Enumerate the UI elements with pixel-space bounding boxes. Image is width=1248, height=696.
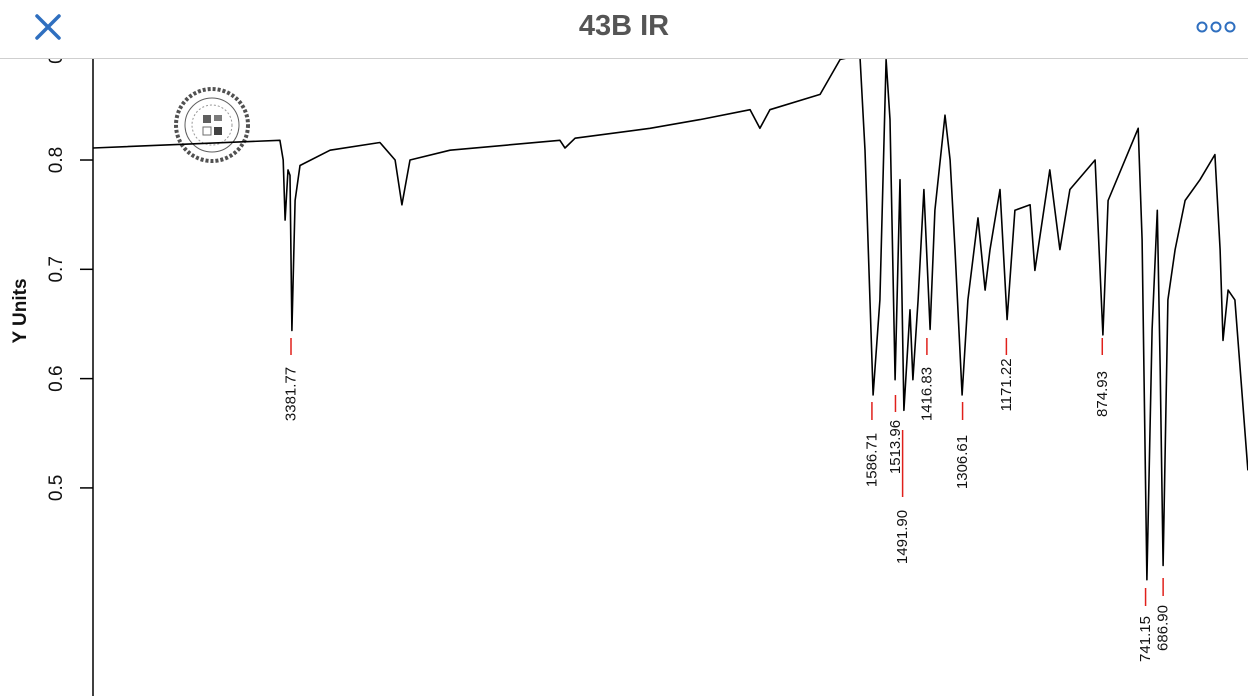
y-tick-label: 0.7 bbox=[46, 256, 67, 282]
peak-label: 1491.90 bbox=[894, 510, 911, 564]
y-tick-label: 0.5 bbox=[46, 475, 67, 501]
peak-label: 1171.22 bbox=[998, 358, 1015, 411]
peak-label: 1513.96 bbox=[887, 420, 904, 474]
more-options-icon bbox=[1196, 21, 1236, 33]
peak-label: 3381.77 bbox=[283, 367, 300, 421]
top-bar: 43B IR bbox=[0, 0, 1248, 59]
peak-label: 741.15 bbox=[1137, 616, 1154, 662]
close-x-icon bbox=[35, 14, 61, 40]
page-title: 43B IR bbox=[578, 10, 670, 42]
y-tick-label: 0.6 bbox=[46, 365, 67, 391]
peak-label: 686.90 bbox=[1155, 605, 1172, 651]
peak-label: 1306.61 bbox=[954, 435, 971, 489]
peak-label: 874.93 bbox=[1094, 371, 1111, 417]
seal-logo bbox=[174, 87, 250, 163]
y-tick-label: 0.9 bbox=[46, 38, 67, 64]
y-tick-label: 0.8 bbox=[46, 147, 67, 173]
y-axis-label: Y Units bbox=[10, 278, 31, 343]
peak-label: 1586.71 bbox=[863, 433, 880, 487]
close-button[interactable] bbox=[30, 9, 66, 45]
more-options-button[interactable] bbox=[1196, 17, 1236, 37]
spectrum-line bbox=[92, 58, 1248, 581]
peak-label: 1416.83 bbox=[918, 367, 935, 421]
